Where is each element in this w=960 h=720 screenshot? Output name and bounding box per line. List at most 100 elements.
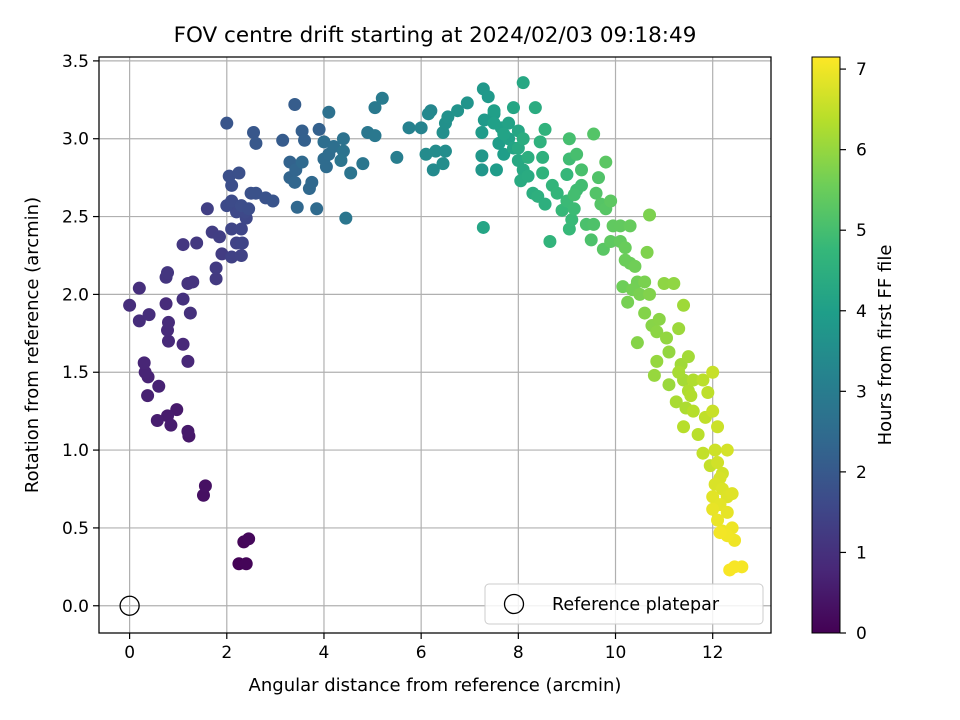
data-point: [225, 222, 239, 236]
plot-area-frame: [98, 56, 772, 634]
data-point: [141, 389, 155, 403]
x-tick-label: 8: [513, 643, 524, 663]
data-point: [438, 144, 452, 158]
data-point: [706, 502, 720, 516]
y-tick-label: 2.0: [62, 285, 89, 305]
data-point: [181, 424, 195, 438]
data-point: [677, 420, 691, 434]
data-point: [587, 217, 601, 231]
data-point: [630, 336, 644, 350]
data-point: [521, 169, 535, 183]
data-point: [599, 155, 613, 169]
data-point: [521, 150, 535, 164]
y-axis-label: Rotation from reference (arcmin): [22, 197, 43, 493]
data-point: [220, 116, 234, 130]
data-point: [327, 140, 341, 154]
data-point: [638, 306, 652, 320]
colorbar-ticks: 0 1 2 3 4 5 6 7: [840, 60, 867, 644]
data-point: [706, 365, 720, 379]
data-point: [123, 298, 137, 312]
y-tick-label: 1.0: [62, 441, 89, 461]
data-point: [460, 96, 474, 110]
data-point: [567, 202, 581, 216]
data-point: [662, 378, 676, 392]
data-point: [375, 91, 389, 105]
colorbar-tick-label: 6: [856, 141, 867, 161]
data-point: [684, 389, 698, 403]
data-point: [225, 250, 239, 264]
data-point: [672, 322, 686, 336]
y-tick-label: 1.5: [62, 363, 89, 383]
data-point: [322, 105, 336, 119]
data-point: [574, 178, 588, 192]
y-tick-label: 0.5: [62, 519, 89, 539]
data-point: [696, 446, 710, 460]
data-point: [565, 213, 579, 227]
data-point: [390, 150, 404, 164]
data-point: [650, 325, 664, 339]
data-point: [298, 133, 312, 147]
data-point: [161, 334, 175, 348]
data-point: [266, 194, 280, 208]
data-point: [633, 287, 647, 301]
data-point: [618, 241, 632, 255]
data-point: [725, 487, 739, 501]
data-point: [305, 175, 319, 189]
y-tick-label: 3.0: [62, 130, 89, 150]
data-point: [426, 163, 440, 177]
data-point: [481, 90, 495, 104]
data-point: [295, 155, 309, 169]
colorbar-gradient: [811, 56, 841, 634]
data-point: [198, 479, 212, 493]
colorbar-tick-label: 5: [856, 221, 867, 241]
data-point: [183, 306, 197, 320]
legend-label: Reference platepar: [552, 595, 720, 615]
data-point: [567, 188, 581, 202]
data-point: [317, 135, 331, 149]
data-point: [288, 97, 302, 111]
data-point: [686, 404, 700, 418]
data-point: [161, 315, 175, 329]
x-tick-label: 4: [319, 643, 330, 663]
data-point: [701, 385, 715, 399]
data-point: [436, 157, 450, 171]
data-point: [489, 163, 503, 177]
data-point: [164, 418, 178, 432]
y-tick-label: 0.0: [62, 597, 89, 617]
data-point: [181, 354, 195, 368]
data-point: [242, 202, 256, 216]
data-point: [604, 234, 618, 248]
colorbar-tick-label: 0: [856, 624, 867, 644]
legend-marker-open-circle: [503, 593, 525, 615]
data-point: [621, 295, 635, 309]
data-point: [538, 197, 552, 211]
data-point: [142, 308, 156, 322]
data-point: [190, 236, 204, 250]
data-point: [235, 236, 249, 250]
data-point: [339, 211, 353, 225]
colorbar: 0 1 2 3 4 5 6 7 Hours from first FF file: [811, 56, 896, 644]
data-point: [562, 132, 576, 146]
data-point: [209, 261, 223, 275]
data-point: [232, 166, 246, 180]
data-point: [132, 281, 146, 295]
data-point: [451, 104, 465, 118]
data-point: [414, 121, 428, 135]
legend: Reference platepar: [484, 583, 764, 625]
data-point: [538, 122, 552, 136]
data-point: [234, 248, 248, 262]
data-point: [368, 101, 382, 115]
x-tick-label: 0: [124, 643, 135, 663]
data-point: [290, 200, 304, 214]
data-point: [720, 505, 734, 519]
x-tick-label: 6: [416, 643, 427, 663]
grid: [99, 57, 771, 633]
data-point: [623, 219, 637, 233]
data-point: [497, 127, 511, 141]
data-point: [242, 532, 256, 546]
data-point: [170, 403, 184, 417]
data-point: [310, 202, 324, 216]
data-point: [691, 428, 705, 442]
data-point: [429, 144, 443, 158]
data-point: [176, 337, 190, 351]
